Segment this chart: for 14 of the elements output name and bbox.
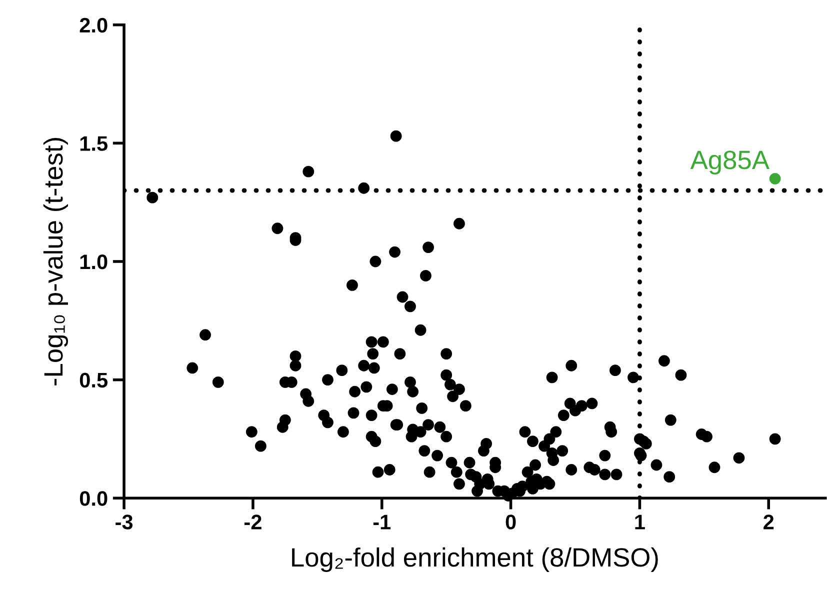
y-tick-label: 1.5	[80, 136, 108, 151]
y-tick-label: 2.0	[80, 18, 108, 33]
y-tick-label: 1.0	[80, 254, 108, 270]
x-tick-label: 1	[635, 514, 645, 530]
y-tick-label: 0.0	[80, 491, 108, 506]
x-tick-label: 0	[506, 514, 516, 530]
x-tick-label: -2	[244, 514, 262, 530]
x-axis-title: Log₂-fold enrichment (8/DMSO)	[292, 547, 658, 572]
x-tick-label: 2	[764, 514, 774, 530]
series-label: Ag85A	[690, 150, 770, 174]
y-axis-title: -Log₁₀ p-value (t-test)	[43, 138, 68, 386]
x-tick-label: -3	[116, 514, 133, 530]
x-tick-label: -1	[373, 514, 391, 530]
y-tick-label: 0.5	[80, 372, 108, 388]
